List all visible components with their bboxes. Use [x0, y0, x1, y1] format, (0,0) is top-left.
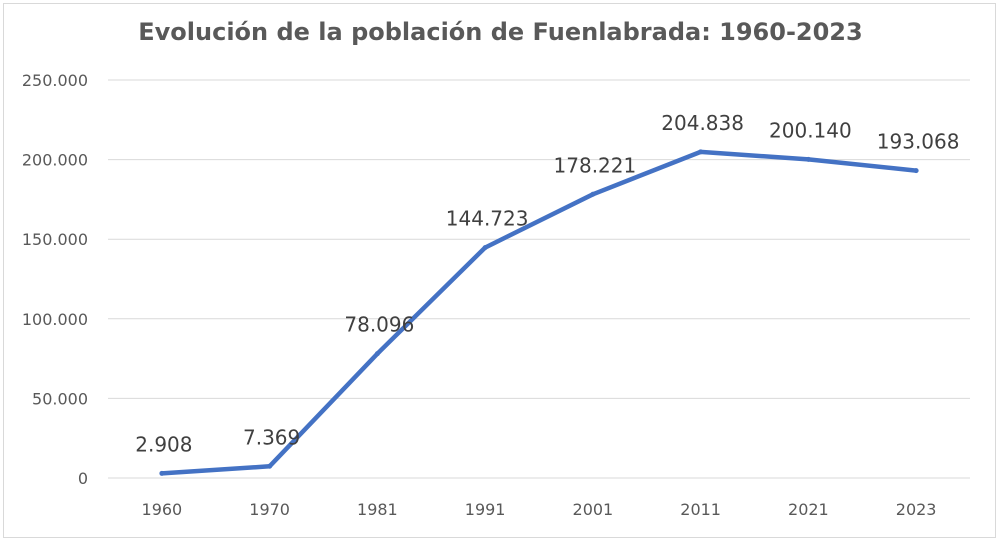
- data-label: 144.723: [446, 207, 529, 231]
- data-label: 2.908: [135, 432, 192, 456]
- data-labels: 2.908 7.369 78.096 144.723 178.221 204.838 200…: [135, 111, 959, 456]
- data-label: 193.068: [877, 130, 960, 154]
- chart-frame: [3, 3, 996, 538]
- series-line: [159, 149, 919, 476]
- chart-title: Evolución de la población de Fuenlabrada…: [138, 18, 863, 46]
- x-tick-label: 2011: [680, 500, 721, 519]
- y-tick-label: 50.000: [32, 389, 88, 408]
- data-point: [159, 470, 165, 476]
- data-label: 178.221: [554, 153, 637, 177]
- x-tick-label: 2023: [896, 500, 937, 519]
- y-tick-label: 150.000: [22, 230, 88, 249]
- x-tick-label: 2021: [788, 500, 829, 519]
- data-label: 200.140: [769, 118, 852, 142]
- data-label: 204.838: [661, 111, 744, 135]
- y-tick-label: 200.000: [22, 151, 88, 170]
- y-tick-label: 250.000: [22, 71, 88, 90]
- x-tick-label: 1970: [249, 500, 290, 519]
- x-tick-label: 2001: [573, 500, 614, 519]
- data-point: [590, 191, 596, 197]
- x-axis-ticks: 1960 1970 1981 1991 2001 2011 2021 2023: [142, 500, 937, 519]
- gridlines: [108, 79, 970, 479]
- data-point: [698, 149, 704, 155]
- data-label: 78.096: [344, 313, 414, 337]
- x-tick-label: 1960: [142, 500, 183, 519]
- y-tick-label: 100.000: [22, 310, 88, 329]
- x-tick-label: 1981: [357, 500, 398, 519]
- data-point: [374, 351, 380, 357]
- y-tick-label: 0: [78, 469, 88, 488]
- series-group: [159, 149, 919, 476]
- data-point: [913, 168, 919, 174]
- data-point: [267, 463, 273, 469]
- data-label: 7.369: [243, 425, 300, 449]
- data-point: [805, 156, 811, 162]
- x-tick-label: 1991: [465, 500, 506, 519]
- data-point: [482, 245, 488, 251]
- y-axis-ticks: 0 50.000 100.000 150.000 200.000 250.000: [22, 71, 88, 488]
